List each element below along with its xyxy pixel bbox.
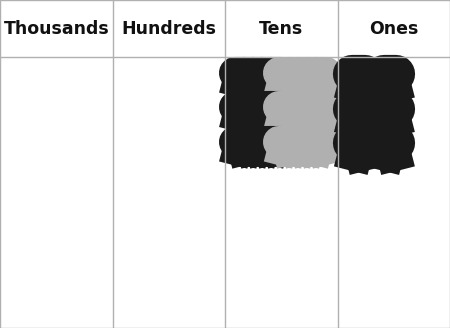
Polygon shape xyxy=(317,71,324,76)
Circle shape xyxy=(300,136,305,139)
FancyBboxPatch shape xyxy=(376,97,405,126)
Circle shape xyxy=(356,136,362,140)
Text: Thousands: Thousands xyxy=(4,20,109,38)
Circle shape xyxy=(255,67,260,71)
Polygon shape xyxy=(255,105,261,111)
Circle shape xyxy=(273,67,278,71)
Polygon shape xyxy=(300,71,306,76)
Circle shape xyxy=(300,67,305,71)
Polygon shape xyxy=(273,71,279,76)
Circle shape xyxy=(291,101,296,105)
Polygon shape xyxy=(355,106,362,112)
Text: Ones: Ones xyxy=(369,20,419,38)
Polygon shape xyxy=(282,140,288,145)
Circle shape xyxy=(291,67,296,71)
Circle shape xyxy=(237,67,242,71)
Polygon shape xyxy=(291,140,297,145)
FancyBboxPatch shape xyxy=(376,131,405,160)
Circle shape xyxy=(291,136,296,139)
FancyBboxPatch shape xyxy=(344,131,373,160)
Polygon shape xyxy=(246,105,252,111)
FancyBboxPatch shape xyxy=(344,97,373,126)
Circle shape xyxy=(237,136,242,139)
Polygon shape xyxy=(291,105,297,111)
Polygon shape xyxy=(255,71,261,76)
Circle shape xyxy=(273,101,278,105)
Polygon shape xyxy=(282,105,288,111)
Circle shape xyxy=(282,136,287,139)
Polygon shape xyxy=(282,71,288,76)
Text: Hundreds: Hundreds xyxy=(121,20,216,38)
Polygon shape xyxy=(246,140,252,145)
Polygon shape xyxy=(308,140,315,145)
Circle shape xyxy=(309,67,314,71)
Circle shape xyxy=(282,101,287,105)
Polygon shape xyxy=(237,105,243,111)
Circle shape xyxy=(237,101,242,105)
Text: Tens: Tens xyxy=(259,20,303,38)
Polygon shape xyxy=(300,105,306,111)
Circle shape xyxy=(387,102,393,106)
Circle shape xyxy=(264,67,269,71)
FancyBboxPatch shape xyxy=(344,62,373,92)
Circle shape xyxy=(318,67,323,71)
Polygon shape xyxy=(273,105,279,111)
Circle shape xyxy=(356,67,362,71)
Polygon shape xyxy=(237,71,243,76)
Polygon shape xyxy=(317,140,324,145)
Circle shape xyxy=(300,101,305,105)
Circle shape xyxy=(246,67,251,71)
Polygon shape xyxy=(246,71,252,76)
Polygon shape xyxy=(308,71,315,76)
Circle shape xyxy=(246,101,251,105)
Polygon shape xyxy=(300,140,306,145)
Polygon shape xyxy=(237,140,243,145)
Polygon shape xyxy=(387,72,394,78)
Circle shape xyxy=(318,101,323,105)
Polygon shape xyxy=(255,140,261,145)
Circle shape xyxy=(264,136,269,139)
Circle shape xyxy=(387,136,393,140)
Polygon shape xyxy=(264,140,270,145)
Polygon shape xyxy=(355,140,362,147)
Polygon shape xyxy=(308,105,315,111)
Polygon shape xyxy=(387,106,394,112)
Circle shape xyxy=(309,136,314,139)
FancyBboxPatch shape xyxy=(230,96,330,123)
Polygon shape xyxy=(291,71,297,76)
Polygon shape xyxy=(273,140,279,145)
Circle shape xyxy=(387,67,393,71)
Circle shape xyxy=(255,101,260,105)
FancyBboxPatch shape xyxy=(230,131,330,157)
Circle shape xyxy=(282,67,287,71)
Polygon shape xyxy=(387,140,394,147)
Circle shape xyxy=(273,136,278,139)
Polygon shape xyxy=(355,72,362,78)
Circle shape xyxy=(264,101,269,105)
Circle shape xyxy=(309,101,314,105)
FancyBboxPatch shape xyxy=(376,62,405,92)
Circle shape xyxy=(255,136,260,139)
FancyBboxPatch shape xyxy=(230,62,330,89)
Polygon shape xyxy=(264,105,270,111)
Circle shape xyxy=(318,136,323,139)
Circle shape xyxy=(356,102,362,106)
Polygon shape xyxy=(317,105,324,111)
Circle shape xyxy=(246,136,251,139)
Polygon shape xyxy=(264,71,270,76)
